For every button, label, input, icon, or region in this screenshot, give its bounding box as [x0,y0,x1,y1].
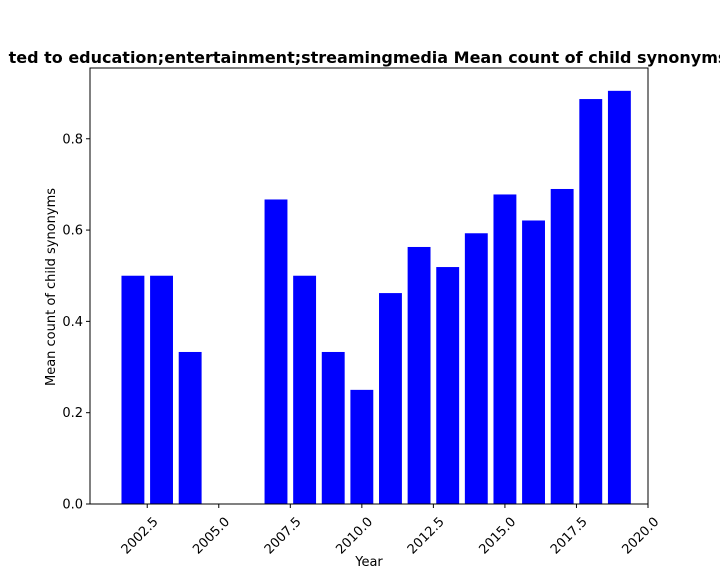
bar-2008 [293,275,317,504]
y-tick-label: 0.6 [62,224,83,239]
bar-2003 [150,275,173,504]
x-axis-label: Year [354,555,383,570]
plot-frame [89,67,649,505]
x-tick-label: 2017.5 [548,515,591,558]
bar-2017 [550,188,574,505]
x-tick-label: 2002.5 [119,515,162,558]
x-tick-label: 2010.0 [333,515,376,558]
y-tick-label: 0.0 [62,498,83,513]
bar-2009 [321,351,345,504]
bar-2013 [436,267,460,504]
y-axis-label: Mean count of child synonyms [44,188,59,386]
bar-2004 [178,351,202,504]
bar-2011 [379,293,402,504]
y-tick-label: 0.4 [62,315,83,330]
x-tick-label: 2007.5 [262,515,305,558]
chart-title: ted to education;entertainment;streaming… [9,48,720,67]
bar-2015 [493,194,517,504]
x-axis-ticks: 2002.5 2005.0 2007.5 2010.0 2012.5 2015.0 2017… [119,504,662,558]
x-tick-label: 2012.5 [405,515,448,558]
bar-2002 [121,275,145,504]
bar-2014 [464,233,488,504]
bar-2019 [607,90,631,504]
bars-group [121,90,631,505]
bar-2007 [264,199,288,505]
x-tick-label: 2005.0 [190,515,233,558]
bar-2010 [350,389,374,504]
x-tick-label: 2015.0 [476,515,519,558]
bar-2012 [407,246,431,504]
y-tick-label: 0.2 [62,406,83,421]
x-tick-label: 2020.0 [619,515,662,558]
y-tick-label: 0.8 [62,132,83,147]
y-axis-ticks: 0.0 0.2 0.4 0.6 0.8 [62,132,90,513]
bar-2018 [579,99,603,505]
bar-2016 [522,220,545,505]
